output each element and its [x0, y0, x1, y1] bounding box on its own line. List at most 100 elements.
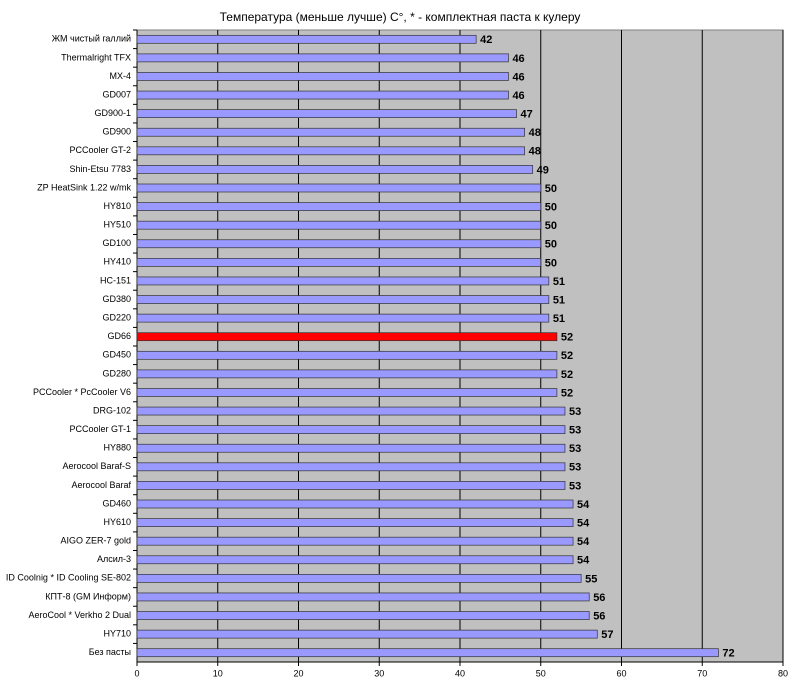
value-label: 54	[577, 536, 590, 548]
value-label: 48	[529, 127, 541, 139]
bar	[136, 295, 550, 304]
y-tick-label: HY810	[103, 201, 131, 211]
bar	[136, 53, 509, 63]
value-label: 52	[561, 387, 573, 399]
bar	[136, 611, 590, 620]
bar	[136, 332, 558, 342]
bar	[136, 109, 517, 118]
bar	[136, 574, 582, 583]
x-tick-label: 50	[536, 668, 546, 678]
bar	[136, 555, 574, 565]
value-label: 57	[601, 629, 613, 641]
bar	[136, 183, 542, 193]
y-tick-label: GD66	[107, 331, 131, 341]
bar	[136, 350, 558, 360]
value-label: 52	[561, 350, 573, 362]
bar	[136, 388, 558, 397]
y-tick-label: HC-151	[100, 275, 131, 285]
bar	[136, 499, 574, 509]
value-label: 46	[512, 71, 524, 83]
x-tick-label: 60	[616, 668, 626, 678]
chart-title: Температура (меньше лучше) C°, * - компл…	[220, 10, 581, 24]
y-tick-label: HY880	[103, 443, 131, 453]
y-tick-label: ID Coolnig * ID Cooling SE-802	[6, 573, 131, 583]
x-tick-label: 40	[455, 668, 465, 678]
value-label: 48	[529, 146, 541, 158]
y-tick-label: GD380	[102, 294, 131, 304]
bar	[136, 220, 542, 230]
value-label: 49	[537, 164, 549, 176]
y-tick-label: HY710	[103, 628, 131, 638]
y-tick-label: GD900-1	[94, 108, 131, 118]
bar	[136, 648, 719, 658]
value-label: 53	[569, 425, 581, 437]
value-label: 53	[569, 406, 581, 418]
value-label: 50	[545, 239, 557, 251]
y-tick-label: Aerocool Baraf	[71, 480, 131, 490]
bar	[136, 592, 590, 602]
y-tick-label: GD100	[102, 238, 131, 248]
bar	[136, 369, 558, 379]
y-tick-label: GD460	[102, 498, 131, 508]
y-tick-label: Алсил-3	[97, 554, 131, 564]
value-label: 56	[593, 610, 605, 622]
y-tick-label: GD450	[102, 350, 131, 360]
y-tick-label: GD900	[102, 127, 131, 137]
value-label: 52	[561, 332, 573, 344]
value-label: 53	[569, 480, 581, 492]
y-tick-label: GD007	[102, 89, 131, 99]
y-tick-label: ЖМ чистый галлий	[52, 34, 131, 44]
y-tick-label: КПТ-8 (GM Информ)	[45, 591, 131, 601]
x-tick-label: 0	[134, 668, 139, 678]
value-label: 50	[545, 220, 557, 232]
bar	[136, 443, 566, 453]
value-label: 53	[569, 443, 581, 455]
x-tick-label: 80	[778, 668, 788, 678]
bar	[136, 313, 550, 323]
value-label: 51	[553, 276, 565, 288]
y-tick-label: Shin-Etsu 7783	[69, 164, 131, 174]
y-tick-label: PCCooler GT-2	[69, 145, 131, 155]
value-label: 56	[593, 592, 605, 604]
bar	[136, 165, 534, 174]
y-tick-label: GD280	[102, 368, 131, 378]
bar	[136, 536, 574, 546]
y-tick-label: GD220	[102, 312, 131, 322]
bar	[136, 72, 509, 81]
y-tick-label: MX-4	[109, 71, 131, 81]
y-tick-label: ZP HeatSink 1.22 w/mk	[37, 182, 131, 192]
y-tick-label: AeroCool * Verkho 2 Dual	[28, 610, 131, 620]
value-label: 55	[585, 573, 597, 585]
value-label: 72	[722, 648, 734, 660]
y-tick-label: HY610	[103, 517, 131, 527]
value-label: 50	[545, 183, 557, 195]
bar	[136, 146, 525, 156]
bar	[136, 258, 542, 267]
value-label: 54	[577, 555, 590, 567]
y-tick-label: DRG-102	[93, 405, 131, 415]
value-label: 54	[577, 499, 590, 511]
value-label: 46	[512, 53, 524, 65]
bar	[136, 518, 574, 527]
value-label: 46	[512, 90, 524, 102]
y-tick-label: Aerocool Baraf-S	[62, 461, 131, 471]
x-tick-label: 70	[697, 668, 707, 678]
value-label: 52	[561, 369, 573, 381]
bar	[136, 239, 542, 249]
y-tick-label: AIGO ZER-7 gold	[60, 536, 131, 546]
x-tick-label: 10	[213, 668, 223, 678]
bar	[136, 90, 509, 100]
bar	[136, 127, 525, 137]
bar	[136, 481, 566, 490]
x-tick-label: 20	[293, 668, 303, 678]
value-label: 50	[545, 257, 557, 269]
y-tick-label: PCCooler * PcCooler V6	[33, 387, 131, 397]
bar	[136, 629, 598, 639]
x-tick-label: 30	[374, 668, 384, 678]
bar	[136, 425, 566, 434]
value-label: 47	[521, 109, 533, 121]
bar	[136, 462, 566, 472]
value-label: 51	[553, 294, 565, 306]
